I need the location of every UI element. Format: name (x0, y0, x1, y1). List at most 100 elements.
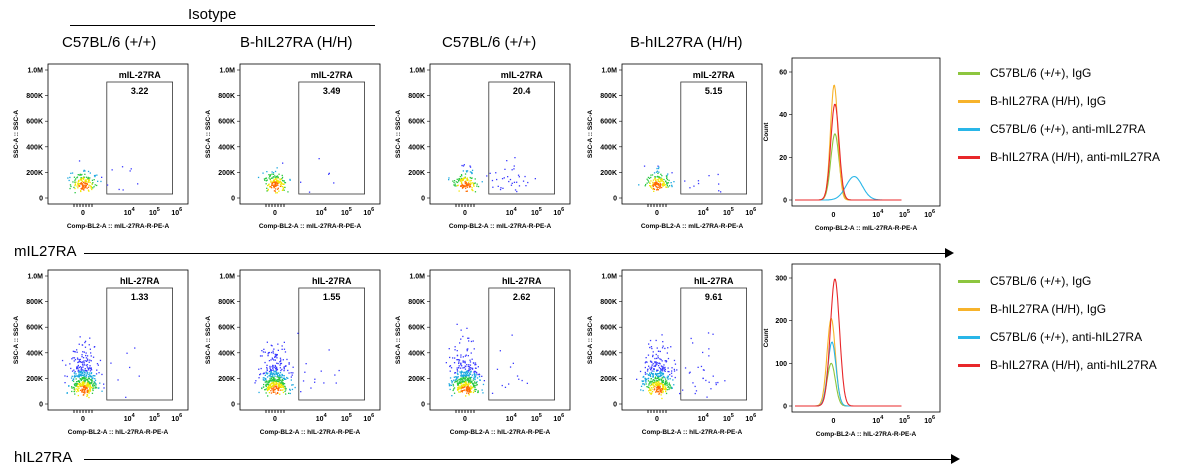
event-dot (266, 366, 268, 369)
event-dot (460, 390, 462, 392)
event-dot (450, 367, 453, 369)
event-dot (85, 379, 87, 381)
event-dot (657, 375, 659, 378)
event-dot (662, 341, 664, 343)
event-dot (460, 177, 463, 180)
event-dot (644, 379, 647, 381)
event-dot (470, 387, 472, 389)
event-dot (83, 375, 85, 377)
x-tick-exponent: 5 (349, 413, 352, 419)
event-dot (254, 382, 256, 384)
event-dot (665, 175, 668, 177)
event-dot (508, 180, 510, 183)
event-dot (81, 371, 83, 374)
gate (488, 81, 556, 195)
event-dot (661, 334, 663, 336)
event-dot (651, 384, 653, 386)
event-dot (283, 375, 285, 377)
event-dot (77, 368, 79, 370)
event-dot (78, 160, 81, 162)
event-dot (137, 183, 139, 185)
event-dot (473, 370, 475, 373)
col-header-1: C57BL/6 (+/+) (62, 34, 157, 51)
event-dot (272, 180, 275, 182)
event-dot (117, 379, 119, 381)
event-dot (456, 354, 459, 356)
event-dot (457, 184, 459, 186)
event-dot (262, 373, 264, 375)
event-dot (658, 373, 660, 375)
event-dot (645, 383, 647, 385)
event-dot (466, 378, 469, 380)
event-dot (271, 366, 273, 368)
event-dot (278, 379, 280, 381)
event-dot (280, 359, 282, 361)
event-dot (80, 188, 82, 190)
event-dot (274, 185, 276, 188)
event-dot (456, 181, 459, 184)
event-dot (465, 371, 467, 373)
event-dot (657, 350, 660, 352)
event-dot (126, 352, 128, 354)
event-dot (664, 388, 666, 390)
event-dot (481, 389, 483, 391)
event-dot (660, 177, 662, 179)
hist-x-tick-label: 0 (831, 212, 835, 219)
event-dot (464, 365, 466, 367)
event-dot (459, 391, 461, 393)
event-dot (462, 385, 464, 387)
event-dot (278, 190, 280, 192)
event-dot (267, 184, 269, 187)
event-dot (86, 378, 89, 380)
event-dot (268, 370, 271, 373)
event-dot (84, 372, 86, 374)
event-dot (86, 385, 88, 387)
event-dot (491, 179, 494, 182)
event-dot (467, 179, 469, 181)
event-dot (649, 388, 651, 390)
event-dot (94, 174, 96, 177)
event-dot (264, 351, 266, 353)
x-tick-exponent: 4 (706, 207, 710, 213)
event-dot (89, 388, 91, 390)
event-dot (651, 187, 653, 189)
event-dot (91, 387, 93, 389)
event-dot (266, 187, 268, 189)
event-dot (458, 367, 460, 369)
event-dot (462, 384, 464, 386)
event-dot (655, 179, 657, 182)
event-dot (469, 182, 472, 184)
event-dot (656, 386, 658, 389)
event-dot (467, 379, 469, 381)
event-dot (82, 381, 85, 383)
event-dot (94, 379, 97, 381)
event-dot (265, 388, 267, 390)
event-dot (659, 179, 662, 181)
event-dot (97, 364, 99, 366)
event-dot (712, 375, 714, 377)
x-tick-label: 105 (149, 413, 160, 423)
event-dot (662, 392, 664, 394)
event-dot (659, 375, 661, 377)
event-dot (651, 174, 654, 176)
event-dot (661, 179, 663, 181)
event-dot (280, 182, 282, 184)
x-tick-label: 105 (531, 207, 542, 217)
event-dot (643, 384, 646, 386)
event-dot (457, 388, 459, 390)
event-dot (265, 378, 267, 381)
event-dot (710, 388, 712, 390)
event-dot (476, 185, 478, 187)
event-dot (85, 370, 87, 372)
event-dot (89, 379, 92, 381)
event-dot (93, 384, 96, 386)
event-dot (80, 177, 82, 179)
event-dot (279, 377, 281, 379)
event-dot (101, 373, 103, 376)
event-dot (467, 374, 469, 376)
event-dot (270, 383, 272, 385)
event-dot (463, 386, 465, 389)
event-dot (649, 374, 651, 377)
event-dot (82, 364, 84, 366)
event-dot (467, 378, 470, 380)
